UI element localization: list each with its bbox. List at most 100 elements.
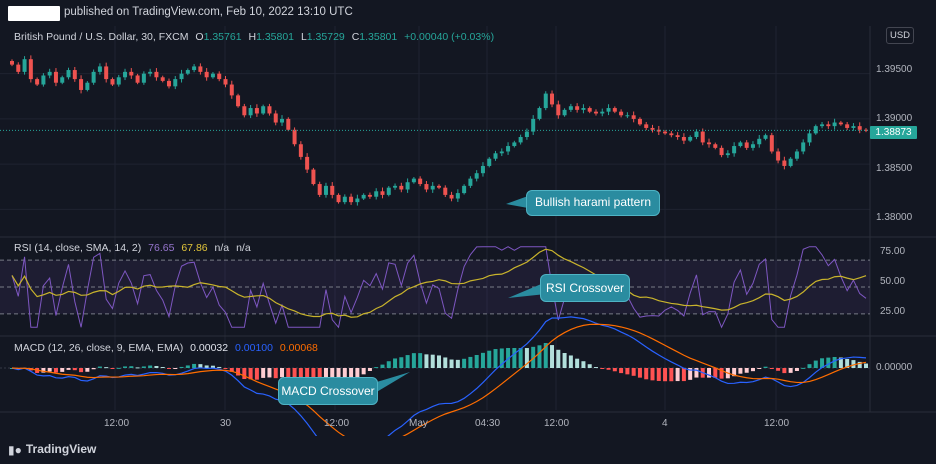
candle-body <box>129 71 134 76</box>
candle-body <box>72 70 77 80</box>
candle-body <box>807 133 812 143</box>
macd-histogram-bar <box>173 368 178 369</box>
macd-histogram-bar <box>518 347 523 368</box>
macd-histogram-bar <box>361 368 366 375</box>
rsi-legend[interactable]: RSI (14, close, SMA, 14, 2) 76.65 67.86 … <box>14 242 255 254</box>
macd-histogram-bar <box>493 349 498 368</box>
macd-histogram-bar <box>606 368 611 370</box>
rsi-axis-label: 75.00 <box>880 246 906 257</box>
candle-body <box>707 142 712 145</box>
candle-body <box>22 59 27 72</box>
macd-histogram-bar <box>374 367 379 369</box>
candle-body <box>311 169 316 185</box>
candle-body <box>261 106 266 114</box>
macd-histogram-bar <box>801 367 806 369</box>
candle-body <box>254 108 259 114</box>
macd-histogram-bar <box>556 349 561 368</box>
candle-body <box>198 66 203 72</box>
macd-histogram-bar <box>72 368 77 371</box>
time-axis-label: 12:00 <box>544 418 570 429</box>
macd-histogram-bar <box>223 368 228 369</box>
ohlc-high: H1.35801 <box>248 31 295 43</box>
candle-body <box>305 156 310 170</box>
macd-histogram-bar <box>568 355 573 368</box>
candle-body <box>499 151 504 154</box>
candle-body <box>700 131 705 143</box>
rsi-ma-line <box>11 248 867 318</box>
macd-histogram-bar <box>838 357 843 368</box>
macd-histogram-bar <box>769 368 774 369</box>
macd-histogram-bar <box>612 368 617 372</box>
candle-body <box>53 71 58 83</box>
macd-histogram-bar <box>443 357 448 368</box>
candle-body <box>380 191 385 195</box>
candle-body <box>280 118 285 123</box>
tradingview-brand: TradingView <box>25 442 97 456</box>
candle-body <box>845 124 850 128</box>
macd-histogram-bar <box>788 368 793 373</box>
currency-button[interactable]: USD <box>886 27 914 44</box>
macd-label: MACD (12, 26, close, 9, EMA, EMA) <box>14 342 184 354</box>
time-axis-label: 30 <box>220 418 232 429</box>
macd-histogram-bar <box>160 367 165 369</box>
macd-histogram-bar <box>537 345 542 368</box>
candle-body <box>273 113 278 123</box>
macd-histogram-bar <box>449 359 454 368</box>
ohlc-low: L1.35729 <box>300 31 345 43</box>
macd-histogram-bar <box>399 357 404 368</box>
macd-histogram-bar <box>135 367 140 369</box>
macd-histogram-bar <box>386 361 391 368</box>
macd-histogram-bar <box>53 368 58 373</box>
macd-histogram-bar <box>487 350 492 368</box>
macd-histogram-bar <box>826 357 831 368</box>
rsi-callout-tail <box>508 282 546 298</box>
candle-body <box>148 71 153 74</box>
candle-body <box>543 93 548 109</box>
time-axis-label: 12:00 <box>104 418 130 429</box>
candle-body <box>367 194 372 197</box>
candle-body <box>820 124 825 127</box>
candle-body <box>361 194 366 199</box>
macd-histogram-bar <box>41 368 46 373</box>
symbol-legend[interactable]: British Pound / U.S. Dollar, 30, FXCM O1… <box>14 31 498 43</box>
macd-histogram-bar <box>663 368 668 382</box>
macd-histogram-bar <box>393 358 398 368</box>
candles-series <box>0 55 870 206</box>
macd-histogram-bar <box>587 364 592 368</box>
macd-histogram-bar <box>60 368 65 372</box>
macd-histogram-bar <box>254 368 259 380</box>
candle-body <box>744 142 749 148</box>
candle-body <box>656 129 661 132</box>
macd-histogram-bar <box>104 367 109 369</box>
macd-histogram-bar <box>656 368 661 381</box>
candle-body <box>336 194 341 203</box>
candle-body <box>349 196 354 203</box>
candle-body <box>782 160 787 166</box>
macd-histogram-bar <box>512 347 517 368</box>
rsi-crossover-callout: RSI Crossover <box>540 274 630 302</box>
macd-pane <box>0 316 870 436</box>
macd-histogram-bar <box>280 368 285 378</box>
redacted-username <box>8 6 60 21</box>
candle-body <box>801 142 806 152</box>
macd-histogram-bar <box>437 355 441 368</box>
macd-histogram-bar <box>110 368 115 369</box>
macd-histogram-bar <box>669 368 674 382</box>
candle-body <box>449 194 454 199</box>
tradingview-logo[interactable]: ▮● TradingView <box>8 442 96 457</box>
candle-body <box>323 185 328 195</box>
candle-body <box>675 135 680 137</box>
macd-histogram-bar <box>707 368 712 378</box>
candle-body <box>644 124 649 128</box>
chart-area[interactable] <box>0 26 936 436</box>
macd-histogram-bar <box>185 365 190 368</box>
macd-legend[interactable]: MACD (12, 26, close, 9, EMA, EMA) 0.0003… <box>14 342 322 354</box>
macd-histogram-bar <box>217 366 222 368</box>
macd-histogram-bar <box>342 368 347 385</box>
price-axis-label: 1.38500 <box>876 163 913 174</box>
macd-histogram-bar <box>681 368 686 382</box>
candle-body <box>612 108 617 112</box>
candle-body <box>10 61 14 65</box>
macd-histogram-bar <box>91 368 96 370</box>
macd-histogram-bar <box>242 368 247 380</box>
